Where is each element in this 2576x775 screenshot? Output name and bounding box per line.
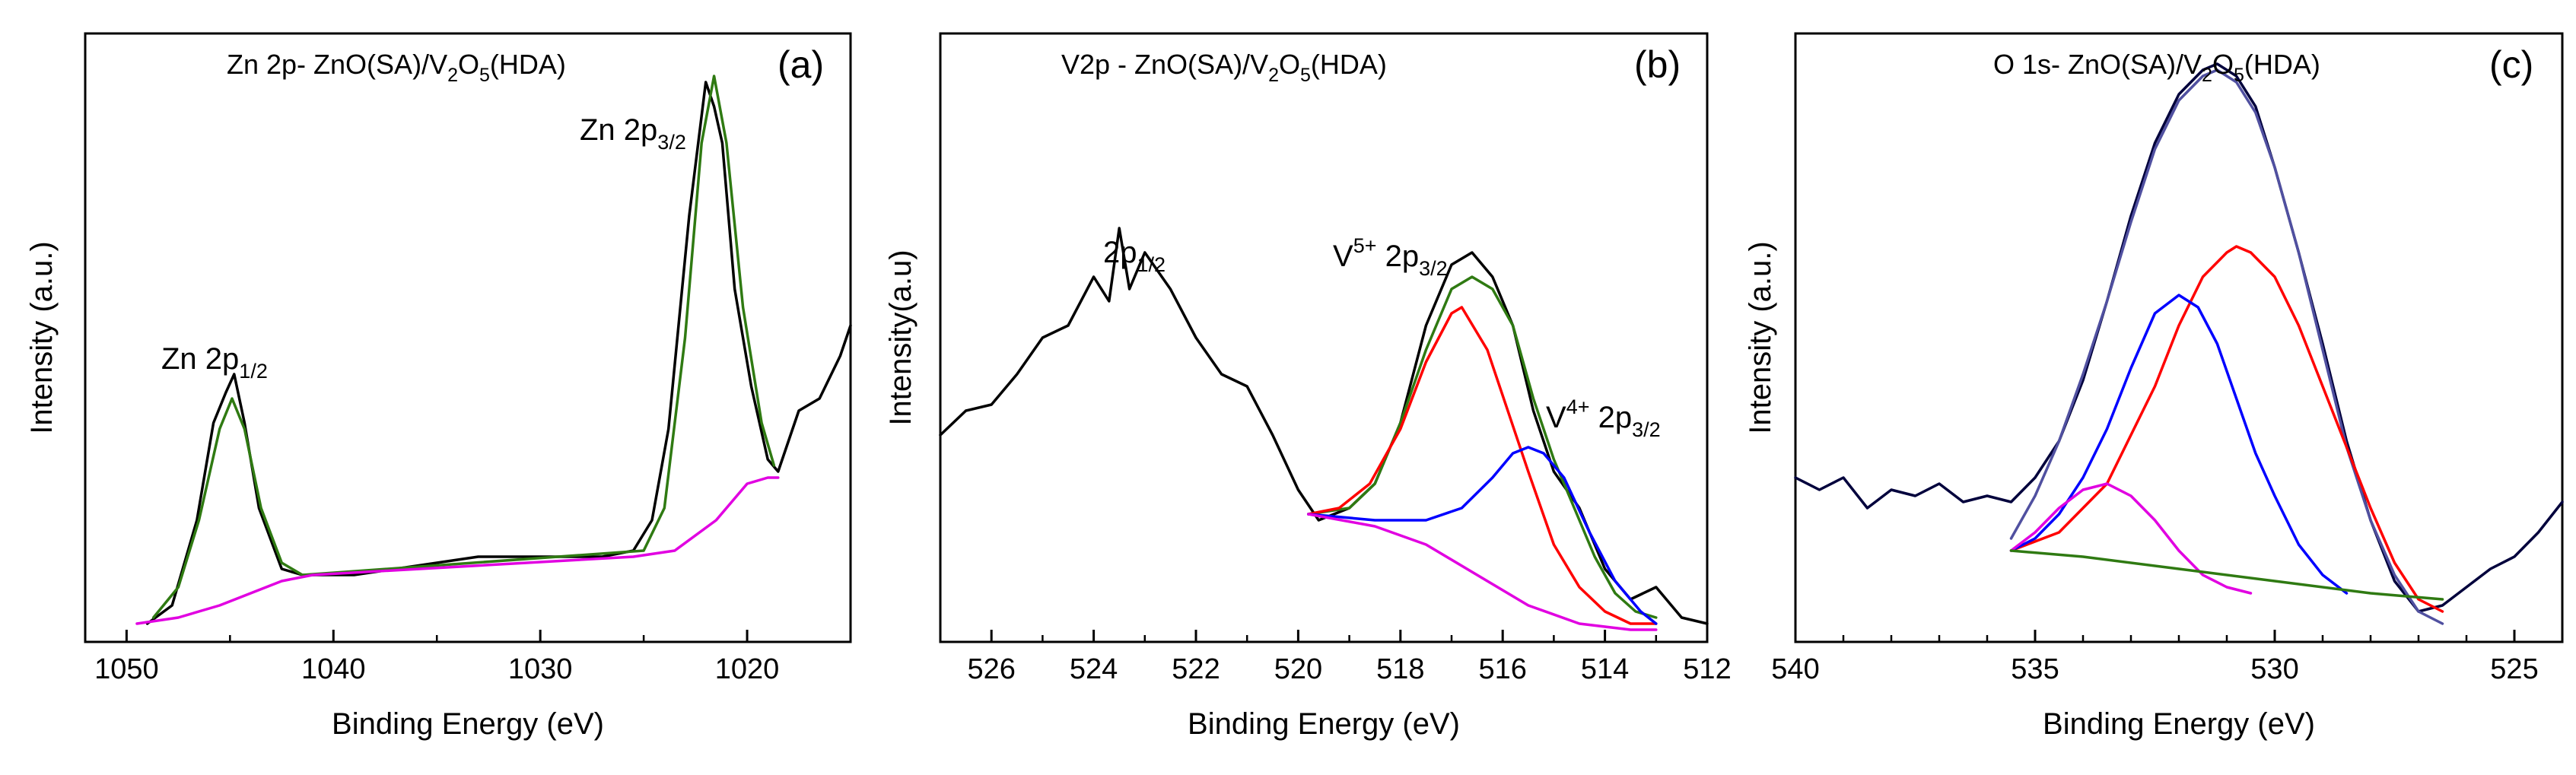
panel-c: 540 535 530 525 O 1s- ZnO(SA)/V2O5(HDA) (c)… (1744, 32, 2564, 741)
panel-c-series-component-530-8-ev (2009, 245, 2444, 613)
panel-c-ticks: 540 535 530 525 (1771, 630, 2539, 685)
panel-a: 1050 1040 1030 1020 Zn 2p- ZnO(SA)/V2O5(HDA… (25, 32, 852, 741)
panel-b-tick-label: 514 (1581, 653, 1629, 685)
panel-c-series-component-531-9-ev (2009, 294, 2349, 595)
panel-c-ylabel: Intensity (a.u.) (1744, 241, 1777, 434)
panel-c-title: O 1s- ZnO(SA)/V2O5(HDA) (1993, 49, 2320, 86)
panel-a-tick-label: 1040 (301, 653, 366, 685)
panel-b-tick-label: 522 (1172, 653, 1220, 685)
panel-b-series-v5-2p3-2 (1307, 306, 1658, 625)
panel-a-frame (84, 32, 852, 643)
panel-a-series-background (135, 476, 780, 625)
panel-a-ylabel: Intensity (a.u.) (25, 241, 59, 434)
panel-c-xlabel: Binding Energy (eV) (2043, 707, 2315, 741)
panel-a-title: Zn 2p- ZnO(SA)/V2O5(HDA) (227, 49, 566, 86)
panel-a-series (135, 75, 852, 625)
panel-c-tick-label: 530 (2250, 653, 2298, 685)
peak-label-zn-2p32: Zn 2p3/2 (580, 113, 686, 154)
panel-a-tick-label: 1050 (94, 653, 159, 685)
panel-c-tick-label: 535 (2011, 653, 2059, 685)
panel-b-tick-label: 518 (1376, 653, 1424, 685)
panel-b: 526 524 522 520 518 516 514 512 V2p - ZnO(SA)/V… (884, 32, 1732, 741)
peak-label-2p12: 2p1/2 (1103, 236, 1166, 276)
panel-b-tick-label: 516 (1478, 653, 1526, 685)
panel-a-ticks: 1050 1040 1030 1020 (94, 630, 779, 685)
panel-b-tick-label: 512 (1683, 653, 1731, 685)
panel-b-ticks: 526 524 522 520 518 516 514 512 (939, 630, 1732, 685)
panel-b-series-v4-2p3-2 (1307, 446, 1658, 625)
panel-b-series-background (1307, 513, 1658, 631)
panel-b-tick-label: 524 (1070, 653, 1118, 685)
panel-b-series (939, 227, 1709, 631)
panel-b-letter: (b) (1634, 43, 1681, 86)
panel-c-series-background (2009, 549, 2444, 601)
panel-b-xlabel: Binding Energy (eV) (1188, 707, 1460, 741)
peak-label-zn-2p12: Zn 2p1/2 (161, 342, 268, 383)
panel-c-letter: (c) (2489, 43, 2533, 86)
peak-label-v4-2p32: V4+ 2p3/2 (1546, 395, 1661, 441)
panel-b-title: V2p - ZnO(SA)/V2O5(HDA) (1061, 49, 1387, 86)
panel-a-tick-label: 1020 (715, 653, 780, 685)
panel-a-letter: (a) (778, 43, 824, 86)
panel-b-ylabel: Intensity(a.u) (884, 249, 918, 425)
panel-c-series-component-533-5-ev (2009, 482, 2253, 595)
panel-c-tick-label: 525 (2490, 653, 2538, 685)
panel-c-series-envelope-fit (2009, 68, 2444, 625)
panel-a-series-experimental (145, 81, 852, 625)
panel-a-series-fit-envelope (151, 75, 776, 619)
panel-b-tick-label: 520 (1274, 653, 1322, 685)
panel-a-tick-label: 1030 (508, 653, 573, 685)
panel-c-series (1794, 62, 2564, 625)
panel-c-tick-label: 540 (1771, 653, 1819, 685)
peak-label-v5-2p32: V5+ 2p3/2 (1333, 234, 1448, 280)
panel-b-tick-label: 526 (967, 653, 1015, 685)
panel-c-series-experimental (1794, 62, 2564, 613)
panel-b-frame (939, 32, 1709, 643)
panel-a-xlabel: Binding Energy (eV) (332, 707, 604, 741)
